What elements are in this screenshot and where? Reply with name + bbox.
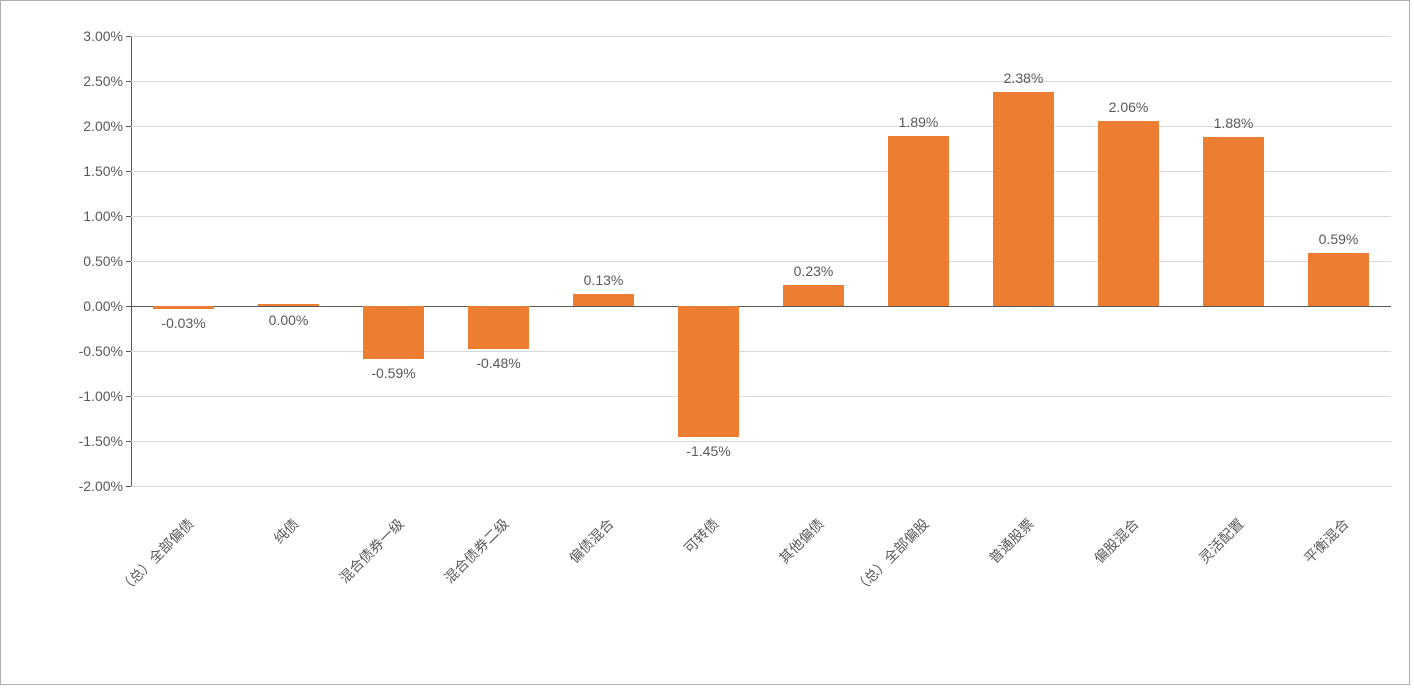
gridline: [131, 81, 1391, 82]
bar: [153, 306, 214, 309]
x-category-label: 混合债券一级: [334, 514, 408, 588]
bar: [1203, 137, 1264, 306]
y-tick-label: -2.00%: [79, 478, 131, 494]
y-tick-label: 3.00%: [83, 28, 131, 44]
x-category-label: 灵活配置: [1194, 514, 1248, 568]
gridline: [131, 126, 1391, 127]
y-tick-label: -1.00%: [79, 388, 131, 404]
bar: [1308, 253, 1369, 306]
data-label: 1.88%: [1214, 115, 1254, 131]
gridline: [131, 396, 1391, 397]
x-category-label: 可转债: [679, 514, 723, 558]
data-label: 2.06%: [1109, 99, 1149, 115]
bar: [888, 136, 949, 306]
y-tick-label: -0.50%: [79, 343, 131, 359]
plot-area: -2.00%-1.50%-1.00%-0.50%0.00%0.50%1.00%1…: [131, 36, 1391, 486]
bar: [468, 306, 529, 349]
bar: [678, 306, 739, 437]
data-label: 1.89%: [899, 114, 939, 130]
x-category-label: 其他偏债: [774, 514, 828, 568]
gridline: [131, 171, 1391, 172]
zero-axis-line: [131, 306, 1391, 307]
y-tick-label: -1.50%: [79, 433, 131, 449]
bar: [993, 92, 1054, 306]
y-tick-label: 1.50%: [83, 163, 131, 179]
gridline: [131, 351, 1391, 352]
gridline: [131, 486, 1391, 487]
bar: [1098, 121, 1159, 306]
bar: [258, 304, 319, 306]
data-label: -1.45%: [686, 443, 730, 459]
data-label: -0.03%: [161, 315, 205, 331]
data-label: 0.13%: [584, 272, 624, 288]
x-category-label: 混合债券二级: [439, 514, 513, 588]
x-category-label: （总）全部偏股: [849, 514, 932, 597]
x-category-label: （总）全部偏债: [114, 514, 197, 597]
bar: [363, 306, 424, 359]
gridline: [131, 36, 1391, 37]
data-label: 0.59%: [1319, 231, 1359, 247]
x-category-label: 偏股混合: [1089, 514, 1143, 568]
y-tick-label: 0.00%: [83, 298, 131, 314]
data-label: -0.48%: [476, 355, 520, 371]
x-category-label: 偏债混合: [564, 514, 618, 568]
data-label: 0.00%: [269, 312, 309, 328]
bar: [783, 285, 844, 306]
data-label: -0.59%: [371, 365, 415, 381]
chart-container: -2.00% -1.50% -1.00% -0.50% 0.00% 0.50% 1.00% 1…: [0, 0, 1410, 685]
x-category-label: 纯债: [269, 514, 303, 548]
x-category-label: 普通股票: [984, 514, 1038, 568]
y-tick-label: 2.50%: [83, 73, 131, 89]
gridline: [131, 216, 1391, 217]
y-tick-label: 2.00%: [83, 118, 131, 134]
data-label: 2.38%: [1004, 70, 1044, 86]
y-tick-label: 1.00%: [83, 208, 131, 224]
y-tick-label: 0.50%: [83, 253, 131, 269]
gridline: [131, 441, 1391, 442]
gridline: [131, 261, 1391, 262]
bar: [573, 294, 634, 306]
x-category-label: 平衡混合: [1299, 514, 1353, 568]
data-label: 0.23%: [794, 263, 834, 279]
